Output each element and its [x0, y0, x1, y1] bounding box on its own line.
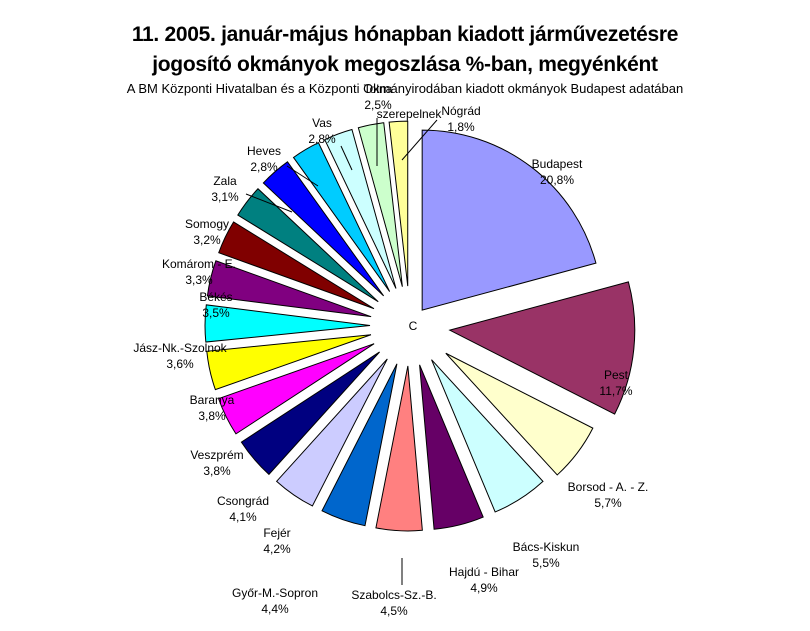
- slice-value-14: 3,2%: [193, 233, 221, 247]
- slice-label-7: Fejér: [263, 526, 290, 540]
- slice-label-8: Csongrád: [217, 494, 269, 508]
- slice-label-6: Győr-M.-Sopron: [232, 586, 318, 600]
- slice-label-3: Bács-Kiskun: [513, 540, 580, 554]
- chart-title-line-2: jogosító okmányok megoszlása %-ban, megy…: [152, 53, 658, 76]
- slice-value-12: 3,5%: [202, 306, 230, 320]
- slice-value-6: 4,4%: [261, 602, 289, 616]
- chart-subtitle: A BM Központi Hivatalban és a Központi O…: [126, 81, 684, 96]
- pie-slice-0: [421, 129, 597, 311]
- slice-label-4: Hajdú - Bihar: [449, 565, 519, 579]
- slice-label-17: Vas: [312, 116, 332, 130]
- pie-slice-7: [275, 358, 388, 507]
- slice-value-15: 3,1%: [211, 190, 239, 204]
- leader-line-16: [286, 165, 319, 187]
- pie-slice-12: [206, 260, 372, 318]
- slice-label-9: Veszprém: [190, 448, 243, 462]
- pie-slice-13: [218, 221, 375, 310]
- leader-line-17: [340, 145, 353, 171]
- pie-slice-16: [292, 142, 391, 292]
- slice-value-7: 4,2%: [263, 542, 291, 556]
- pie-slice-9: [217, 343, 375, 435]
- pie-slice-11: [204, 304, 371, 343]
- slice-value-3: 5,5%: [532, 556, 560, 570]
- slice-label-16: Heves: [247, 144, 281, 158]
- slice-value-2: 5,7%: [594, 496, 622, 510]
- chart-title-line-1: 11. 2005. január-május hónapban kiadott …: [131, 23, 679, 46]
- pie-slice-5: [375, 365, 423, 532]
- slice-label-2: Borsod - A. - Z.: [568, 480, 649, 494]
- slice-value-18: 2,5%: [364, 98, 392, 112]
- leader-line-15: [245, 193, 293, 213]
- slice-value-5: 4,5%: [380, 604, 408, 618]
- slice-label-11: Jász-Nk.-Szolnok: [133, 341, 227, 355]
- slice-value-16: 2,8%: [250, 160, 278, 174]
- slice-value-17: 2,8%: [308, 132, 336, 146]
- slice-label-5: Szabolcs-Sz.-B.: [351, 588, 436, 602]
- slice-label-15: Zala: [213, 174, 237, 188]
- slice-label-12: Békés: [199, 290, 232, 304]
- pie-slice-3: [431, 359, 544, 513]
- slice-value-19: 1,8%: [447, 120, 475, 134]
- pie-slice-1: [448, 281, 636, 415]
- extra-label-szerepelnek: szerepelnek: [377, 107, 443, 121]
- pie-slice-18: [357, 122, 403, 287]
- slice-label-18: Tolna: [364, 82, 393, 96]
- slice-value-0: 20,8%: [540, 173, 574, 187]
- pie-slice-2: [445, 352, 594, 476]
- slice-label-10: Baranya: [190, 393, 235, 407]
- pie-slice-4: [419, 364, 484, 530]
- slice-value-8: 4,1%: [229, 510, 257, 524]
- slice-label-1: Pest: [604, 368, 629, 382]
- slice-value-11: 3,6%: [166, 357, 194, 371]
- slice-label-13: Komárom - E.: [162, 257, 236, 271]
- center-label: C: [409, 319, 418, 333]
- slice-label-0: Budapest: [532, 157, 583, 171]
- pie-slice-19: [388, 120, 409, 287]
- slice-value-1: 11,7%: [599, 384, 632, 398]
- slice-label-19: Nógrád: [441, 104, 480, 118]
- slice-value-10: 3,8%: [198, 409, 226, 423]
- slice-value-9: 3,8%: [203, 464, 231, 478]
- pie-slice-10: [206, 334, 372, 391]
- pie-slice-14: [237, 188, 379, 303]
- leader-line-19: [401, 119, 438, 161]
- pie-slice-8: [240, 351, 380, 476]
- pie-slice-15: [262, 161, 385, 297]
- pie-slice-6: [321, 363, 398, 527]
- pie-slice-17: [324, 128, 397, 289]
- slice-label-14: Somogy: [185, 217, 229, 231]
- slice-value-13: 3,3%: [185, 273, 213, 287]
- slice-value-4: 4,9%: [470, 581, 498, 595]
